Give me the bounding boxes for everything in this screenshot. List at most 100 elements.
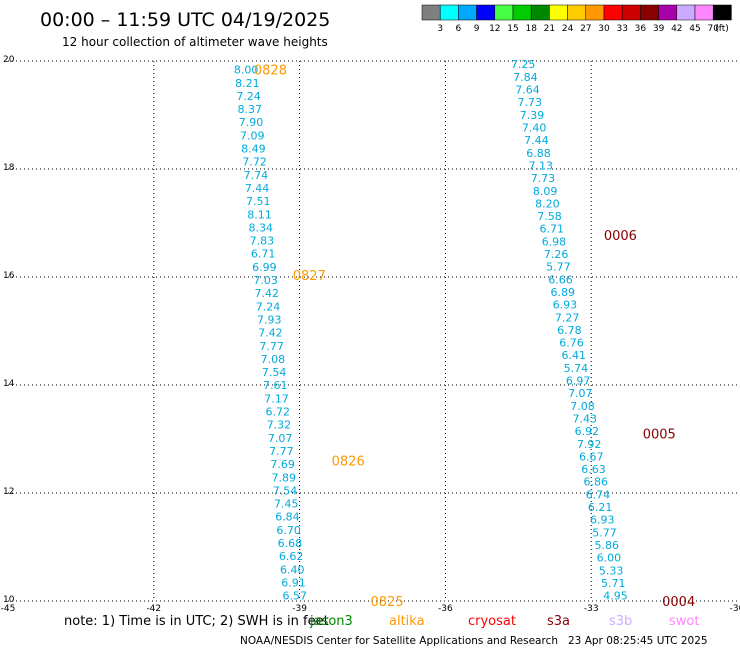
swh-value-label: 5.71	[601, 577, 626, 590]
swh-value-label: 7.83	[250, 235, 275, 248]
swh-value-label: 6.86	[583, 476, 608, 489]
swh-value-label: 5.77	[546, 261, 571, 274]
pass-time-label: 0828	[254, 64, 287, 79]
swh-value-label: 8.20	[535, 197, 560, 210]
swh-value-label: 6.99	[252, 261, 277, 274]
swh-value-label: 6.63	[581, 463, 606, 476]
colorbar-swatch	[621, 4, 641, 21]
swh-value-label: 7.89	[272, 471, 297, 484]
swh-value-label: 4.95	[603, 590, 628, 603]
swh-value-label: 6.72	[265, 406, 290, 419]
colorbar-swatch	[585, 4, 605, 21]
colorbar-swatch	[676, 4, 696, 21]
swh-value-label: 7.09	[240, 129, 265, 142]
colorbar-swatch	[549, 4, 568, 21]
swh-value-label: 7.90	[239, 116, 264, 129]
swh-value-label: 7.13	[528, 159, 553, 172]
swh-value-label: 7.07	[568, 387, 593, 400]
swh-value-label: 7.72	[242, 156, 267, 169]
swh-value-label: 6.98	[542, 235, 567, 248]
satellite-legend-jason3: jason3	[309, 614, 353, 629]
colorbar-label: 3	[437, 24, 443, 34]
colorbar-swatch	[421, 4, 441, 21]
swh-value-label: 7.42	[258, 327, 283, 340]
swh-value-label: 6.21	[588, 501, 613, 514]
colorbar-swatch	[476, 4, 496, 21]
colorbar-label: 21	[544, 24, 555, 34]
swh-value-label: 6.70	[276, 524, 301, 537]
swh-value-label: 6.41	[561, 349, 586, 362]
satellite-legend-cryosat: cryosat	[468, 614, 516, 629]
colorbar-label: 70	[707, 24, 719, 34]
swh-value-label: 6.93	[553, 299, 578, 312]
colorbar-label: 12	[489, 24, 500, 34]
swh-value-label: 7.07	[268, 432, 293, 445]
swh-value-label: 8.11	[247, 208, 272, 221]
chart-title: 00:00 – 11:59 UTC 04/19/2025	[40, 9, 330, 31]
swh-value-label: 7.54	[262, 366, 287, 379]
swh-value-label: 6.66	[548, 273, 573, 286]
colorbar-swatch	[567, 4, 587, 21]
x-tick-label: -42	[146, 604, 161, 614]
pass-time-label: 0826	[332, 455, 365, 470]
swh-value-label: 7.44	[524, 134, 549, 147]
y-tick-label: 14	[3, 379, 15, 389]
swh-value-label: 6.93	[590, 514, 615, 527]
swh-value-label: 8.37	[238, 103, 263, 116]
swh-value-label: 7.74	[244, 169, 269, 182]
swh-value-label: 7.32	[267, 419, 292, 432]
swh-value-label: 7.42	[255, 287, 280, 300]
colorbar-label: 18	[525, 24, 537, 34]
colorbar-label: 9	[474, 24, 480, 34]
swh-value-label: 7.69	[270, 458, 295, 471]
colorbar-legend: 3 6 9 12 15 18 21 24 27 30 33 36 39 42 45 70(ft)	[421, 4, 732, 34]
plot-grid	[8, 60, 737, 602]
colorbar-swatch	[640, 4, 659, 21]
swh-value-label: 6.74	[586, 488, 611, 501]
swh-value-label: 6.67	[579, 450, 604, 463]
colorbar-label: 30	[598, 24, 610, 34]
x-tick-label: -36	[438, 604, 453, 614]
swh-value-label: 7.40	[522, 121, 547, 134]
swh-value-label: 7.25	[511, 58, 536, 71]
swh-value-label: 6.71	[539, 223, 564, 236]
swh-value-label: 5.77	[592, 526, 617, 539]
swh-value-label: 7.45	[274, 498, 299, 511]
colorbar-swatch	[494, 4, 514, 21]
swh-value-label: 8.21	[235, 77, 260, 90]
swh-value-label: 7.61	[263, 379, 288, 392]
swh-value-label: 6.88	[526, 147, 551, 160]
colorbar-label: 45	[689, 24, 700, 34]
swh-value-label: 7.08	[570, 400, 595, 413]
pass-time-label: 0005	[643, 428, 676, 443]
footer-timestamp: 23 Apr 08:25:45 UTC 2025	[568, 635, 708, 647]
colorbar-swatch	[712, 4, 732, 21]
swh-value-label: 8.09	[533, 185, 558, 198]
swh-value-label: 7.58	[537, 210, 562, 223]
axis-ticks: -45 -42 -39 -36 -33 -30 10 12 14 16 18 20	[1, 55, 740, 614]
colorbar-swatch	[530, 4, 550, 21]
swh-value-label: 8.00	[234, 64, 259, 77]
swh-value-label: 7.39	[520, 109, 545, 122]
satellite-legend-altika: altika	[389, 614, 425, 629]
swh-value-label: 7.77	[259, 340, 284, 353]
swh-value-label: 7.17	[264, 392, 289, 405]
colorbar-label: 24	[562, 24, 574, 34]
colorbar-swatch	[512, 4, 532, 21]
swh-value-label: 6.84	[275, 511, 300, 524]
swh-value-label: 8.49	[241, 143, 266, 156]
colorbar-label: (ft)	[715, 24, 729, 34]
swh-value-label: 7.54	[273, 484, 298, 497]
x-tick-label: -30	[730, 604, 740, 614]
swh-value-label: 6.68	[278, 537, 303, 550]
swh-value-label: 6.91	[281, 576, 306, 589]
x-tick-label: -39	[292, 604, 307, 614]
swh-value-label: 6.78	[557, 324, 582, 337]
pass-time-label: 0825	[371, 595, 404, 610]
pass-time-label: 0004	[662, 595, 695, 610]
swh-value-label: 6.00	[597, 552, 622, 565]
swh-value-label: 7.26	[544, 248, 569, 261]
colorbar-swatch	[603, 4, 623, 21]
swh-value-label: 7.24	[236, 90, 261, 103]
y-tick-label: 18	[3, 163, 15, 173]
